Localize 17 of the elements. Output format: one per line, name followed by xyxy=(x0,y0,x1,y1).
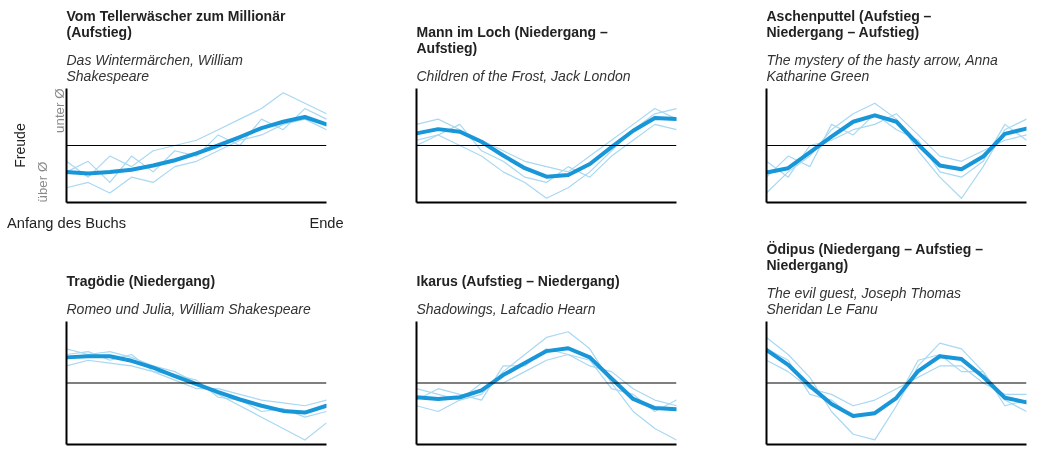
chart-subtitle: Das Wintermärchen, William Shakespeare xyxy=(66,51,244,84)
chart-subtitle: The mystery of the hasty arrow, Anna Katharine Green xyxy=(766,51,999,84)
chart-title: Ödipus (Niedergang – Aufstieg – Niedergang) xyxy=(766,240,984,273)
chart-title: Ikarus (Aufstieg – Niedergang) xyxy=(416,272,620,289)
chart-title: Aschenputtel (Aufstieg – Niedergang – Aufstieg) xyxy=(766,7,932,40)
chart-subtitle: Children of the Frost, Jack London xyxy=(416,67,631,84)
chart-subtitle: The evil guest, Joseph Thomas Sheridan Le Fanu xyxy=(766,284,962,317)
y-axis-title: Freude xyxy=(11,123,28,168)
chart-title: Mann im Loch (Niedergang – Aufstieg) xyxy=(416,23,609,56)
chart-subtitle: Shadowings, Lafcadio Hearn xyxy=(416,300,596,317)
chart-subtitle: Romeo und Julia, William Shakespeare xyxy=(66,300,311,317)
chart-title: Tragödie (Niedergang) xyxy=(66,272,216,289)
chart-title: Vom Tellerwäscher zum Millionär (Aufstieg) xyxy=(66,7,286,40)
x-tick-label: Anfang des Buchs xyxy=(7,214,126,231)
text: über Ø xyxy=(34,161,50,203)
x-tick-label: Ende xyxy=(309,214,344,231)
annotation: unter Ø xyxy=(51,88,67,133)
